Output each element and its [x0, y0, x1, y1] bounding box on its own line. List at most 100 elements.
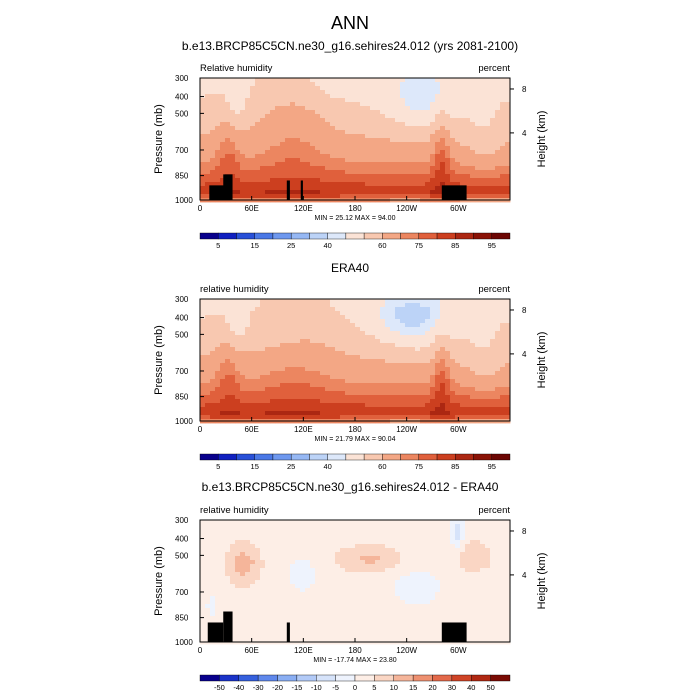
contour-cell [405, 339, 411, 344]
contour-cell [275, 560, 281, 565]
contour-cell [470, 110, 476, 115]
contour-cell [360, 616, 366, 621]
contour-cell [505, 303, 511, 308]
contour-cell [360, 564, 366, 569]
contour-cell [355, 343, 361, 348]
contour-cell [285, 588, 291, 593]
contour-cell [365, 82, 371, 87]
contour-cell [405, 299, 411, 304]
contour-cell [425, 315, 431, 320]
contour-cell [265, 528, 271, 533]
contour-cell [275, 351, 281, 356]
contour-cell [465, 411, 471, 416]
contour-cell [225, 548, 231, 553]
contour-cell [470, 339, 476, 344]
contour-cell [505, 411, 511, 416]
contour-cell [290, 355, 296, 360]
contour-cell [325, 363, 331, 368]
contour-cell [220, 528, 226, 533]
contour-cell [340, 178, 346, 183]
contour-cell [260, 146, 266, 151]
contour-cell [460, 339, 466, 344]
contour-cell [430, 166, 436, 171]
contour-cell [415, 118, 421, 123]
contour-cell [335, 106, 341, 111]
contour-cell [370, 359, 376, 364]
colorbar-swatch [236, 232, 255, 240]
contour-cell [305, 367, 311, 372]
contour-cell [335, 576, 341, 581]
contour-cell [225, 307, 231, 312]
contour-cell [370, 399, 376, 404]
contour-cell [335, 178, 341, 183]
contour-cell [375, 186, 381, 191]
contour-cell [290, 532, 296, 537]
contour-cell [505, 371, 511, 376]
contour-cell [450, 94, 456, 99]
contour-cell [410, 335, 416, 340]
contour-cell [285, 520, 291, 525]
contour-cell [440, 174, 446, 179]
contour-cell [230, 355, 236, 360]
contour-cell [285, 114, 291, 119]
contour-cell [375, 190, 381, 195]
contour-cell [310, 632, 316, 637]
contour-cell [230, 343, 236, 348]
contour-cell [440, 311, 446, 316]
contour-cell [435, 86, 441, 91]
contour-cell [345, 576, 351, 581]
contour-cell [210, 403, 216, 408]
contour-cell [315, 604, 321, 609]
contour-cell [345, 524, 351, 529]
contour-cell [305, 178, 311, 183]
contour-cell [255, 628, 261, 633]
contour-cell [455, 311, 461, 316]
contour-cell [220, 182, 226, 187]
contour-cell [440, 359, 446, 364]
contour-cell [385, 363, 391, 368]
contour-cell [275, 564, 281, 569]
contour-cell [340, 383, 346, 388]
contour-cell [210, 568, 216, 573]
contour-cell [290, 604, 296, 609]
contour-cell [210, 520, 216, 525]
contour-cell [435, 166, 441, 171]
contour-cell [220, 371, 226, 376]
contour-cell [330, 170, 336, 175]
contour-cell [235, 592, 241, 597]
contour-cell [435, 319, 441, 324]
contour-cell [245, 568, 251, 573]
contour-cell [360, 174, 366, 179]
contour-cell [355, 548, 361, 553]
contour-cell [255, 90, 261, 95]
contour-cell [205, 102, 211, 107]
contour-cell [370, 102, 376, 107]
contour-cell [220, 134, 226, 139]
contour-cell [375, 106, 381, 111]
contour-cell [405, 331, 411, 336]
contour-cell [275, 327, 281, 332]
contour-cell [250, 90, 256, 95]
contour-cell [475, 339, 481, 344]
contour-cell [495, 146, 501, 151]
contour-cell [405, 391, 411, 396]
contour-cell [375, 387, 381, 392]
contour-cell [490, 162, 496, 167]
contour-cell [200, 339, 206, 344]
contour-cell [280, 355, 286, 360]
contour-cell [325, 110, 331, 115]
contour-cell [460, 82, 466, 87]
contour-cell [310, 142, 316, 147]
contour-cell [250, 584, 256, 589]
contour-cell [205, 110, 211, 115]
contour-cell [255, 327, 261, 332]
contour-cell [220, 94, 226, 99]
contour-cell [495, 415, 501, 420]
contour-cell [355, 82, 361, 87]
contour-cell [245, 532, 251, 537]
contour-cell [410, 122, 416, 127]
contour-cell [325, 371, 331, 376]
contour-cell [500, 399, 506, 404]
contour-cell [320, 114, 326, 119]
contour-cell [465, 395, 471, 400]
